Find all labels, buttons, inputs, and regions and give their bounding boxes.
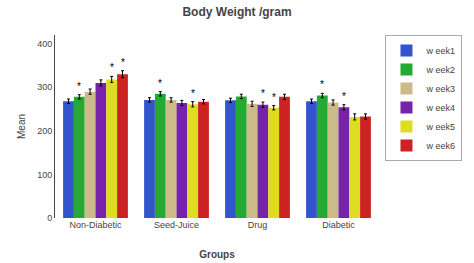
svg-text:200: 200 (37, 126, 52, 136)
svg-text:0: 0 (47, 213, 52, 223)
svg-text:*: * (121, 57, 125, 68)
svg-text:*: * (77, 81, 81, 92)
svg-text:Non-Diabetic: Non-Diabetic (69, 220, 122, 230)
svg-text:*: * (110, 62, 114, 73)
svg-text:*: * (261, 88, 265, 99)
svg-text:100: 100 (37, 170, 52, 180)
svg-text:w eek4: w eek4 (425, 103, 455, 113)
svg-text:w eek5: w eek5 (425, 122, 455, 132)
svg-text:Seed-Juice: Seed-Juice (154, 220, 199, 230)
svg-text:*: * (272, 92, 276, 103)
svg-text:Groups: Groups (199, 249, 235, 260)
svg-text:w eek6: w eek6 (425, 141, 455, 151)
svg-text:Drug: Drug (248, 220, 268, 230)
svg-text:*: * (342, 91, 346, 102)
svg-text:Mean: Mean (16, 114, 27, 139)
svg-text:400: 400 (37, 39, 52, 49)
svg-text:*: * (191, 88, 195, 99)
svg-text:Body Weight /gram: Body Weight /gram (182, 5, 291, 19)
svg-text:w eek1: w eek1 (425, 46, 455, 56)
svg-text:*: * (320, 79, 324, 90)
svg-text:*: * (158, 78, 162, 89)
svg-text:w eek3: w eek3 (425, 84, 455, 94)
svg-text:Diabetic: Diabetic (322, 220, 355, 230)
svg-text:w eek2: w eek2 (425, 65, 455, 75)
svg-text:300: 300 (37, 82, 52, 92)
